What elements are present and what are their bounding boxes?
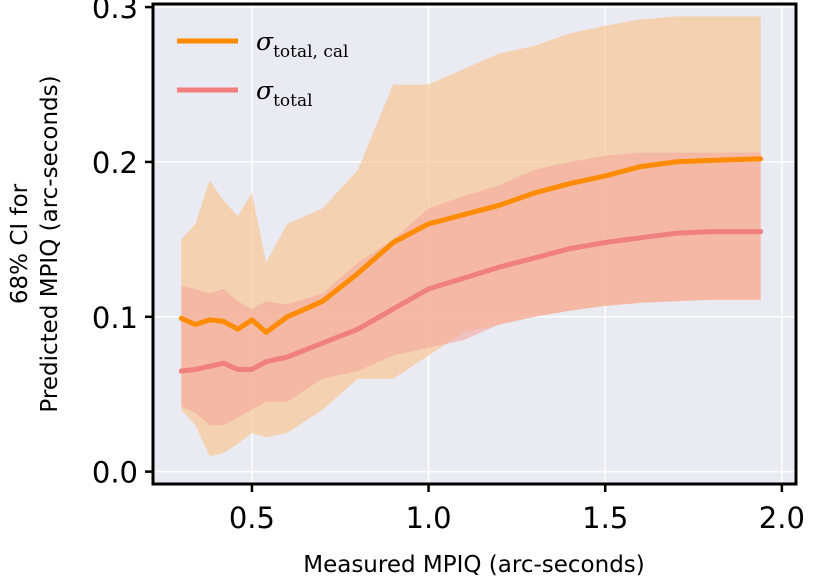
- y-tick-label: 0.1: [92, 301, 138, 335]
- x-tick-label: 1.0: [406, 501, 452, 535]
- plot-frame: [151, 2, 798, 486]
- x-axis-label: Measured MPIQ (arc-seconds): [303, 552, 645, 578]
- legend-label-sigma-total-cal: σtotal, cal: [256, 27, 348, 62]
- x-tick-label: 0.5: [229, 501, 275, 535]
- y-axis-label-line1: 68% CI for: [7, 183, 33, 304]
- series-lines: [178, 156, 764, 374]
- band-sigma-total: [181, 152, 761, 426]
- x-tick-label: 2.0: [759, 501, 805, 535]
- axis-ticks: 0.5 1.0 1.5 2.0 0.0 0.1 0.2 0.3: [92, 0, 805, 535]
- legend-label-sigma-total: σtotal: [256, 76, 313, 111]
- y-tick-label: 0.0: [92, 456, 138, 490]
- line-sigma-total-cal: [178, 156, 764, 335]
- line-sigma-total: [178, 229, 764, 374]
- y-tick-label: 0.2: [92, 146, 138, 180]
- x-tick-label: 1.5: [582, 501, 628, 535]
- legend: σtotal, cal σtotal: [177, 27, 348, 111]
- y-axis-label-line2: Predicted MPIQ (arc-seconds): [37, 75, 63, 412]
- y-tick-label: 0.3: [92, 0, 138, 25]
- confidence-bands: [181, 16, 761, 457]
